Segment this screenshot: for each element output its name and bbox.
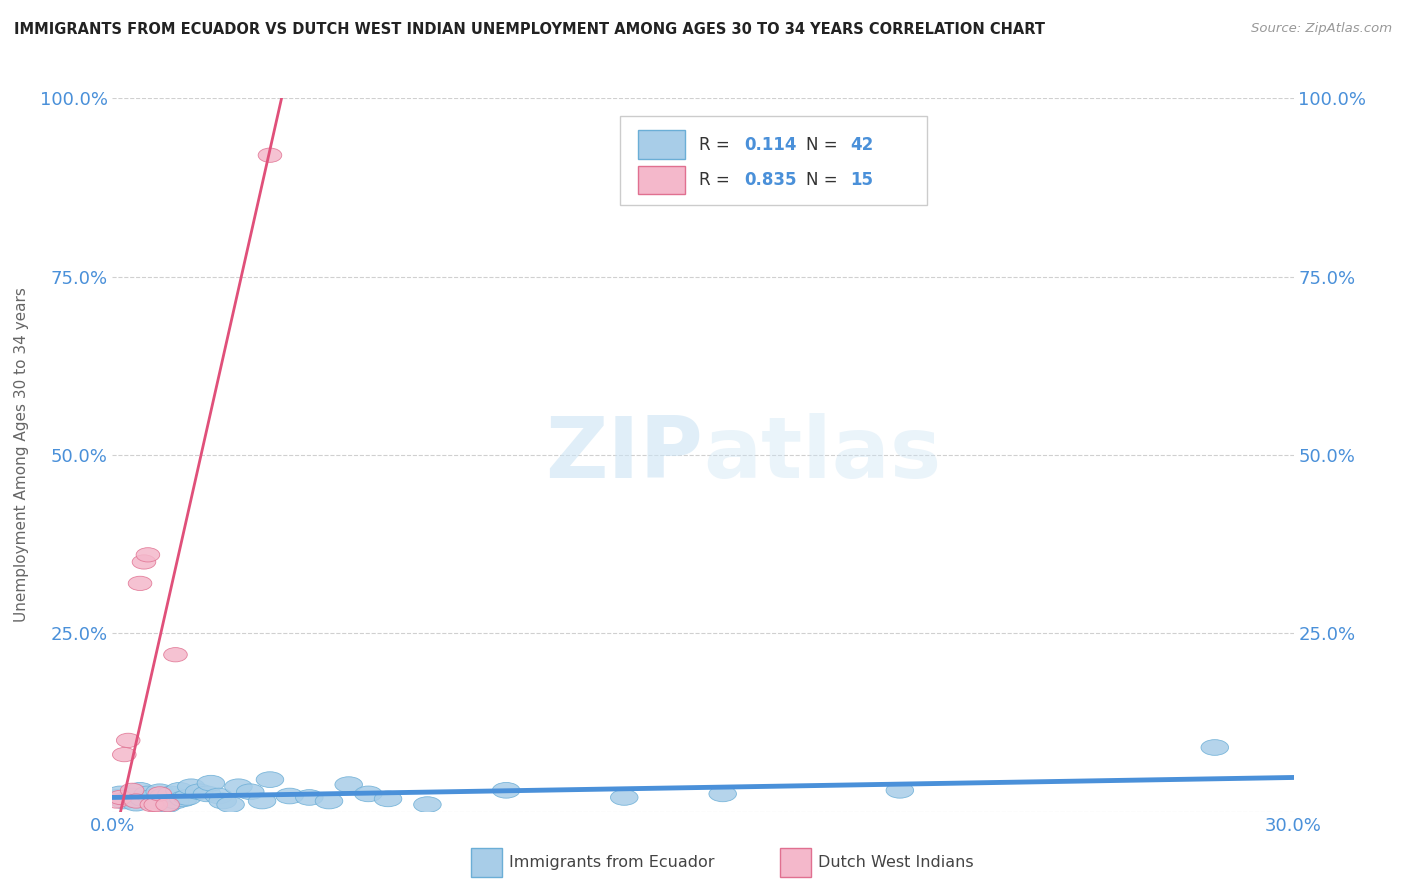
Ellipse shape (118, 789, 146, 804)
Ellipse shape (114, 791, 142, 806)
Ellipse shape (146, 784, 173, 799)
Y-axis label: Unemployment Among Ages 30 to 34 years: Unemployment Among Ages 30 to 34 years (14, 287, 28, 623)
Ellipse shape (413, 797, 441, 813)
Ellipse shape (276, 789, 304, 804)
Ellipse shape (122, 796, 150, 811)
FancyBboxPatch shape (620, 116, 928, 205)
Ellipse shape (136, 548, 160, 562)
Text: ZIP: ZIP (546, 413, 703, 497)
Ellipse shape (107, 786, 134, 802)
Ellipse shape (225, 779, 252, 795)
Ellipse shape (143, 797, 167, 812)
Ellipse shape (610, 789, 638, 805)
Ellipse shape (112, 747, 136, 762)
Ellipse shape (150, 789, 177, 804)
Ellipse shape (209, 793, 236, 809)
Text: R =: R = (699, 136, 735, 153)
Ellipse shape (127, 782, 153, 798)
Ellipse shape (354, 786, 382, 802)
Text: N =: N = (806, 136, 842, 153)
Ellipse shape (295, 789, 323, 805)
Ellipse shape (163, 648, 187, 662)
Ellipse shape (492, 782, 520, 798)
Ellipse shape (141, 797, 163, 812)
FancyBboxPatch shape (638, 130, 685, 159)
Ellipse shape (131, 791, 157, 806)
Ellipse shape (166, 782, 193, 798)
Ellipse shape (124, 794, 148, 808)
Ellipse shape (193, 786, 221, 802)
Ellipse shape (256, 772, 284, 788)
Ellipse shape (217, 797, 245, 813)
Text: IMMIGRANTS FROM ECUADOR VS DUTCH WEST INDIAN UNEMPLOYMENT AMONG AGES 30 TO 34 YE: IMMIGRANTS FROM ECUADOR VS DUTCH WEST IN… (14, 22, 1045, 37)
Ellipse shape (205, 789, 232, 804)
Ellipse shape (197, 775, 225, 791)
Ellipse shape (1201, 739, 1229, 756)
Ellipse shape (153, 797, 181, 813)
Text: Source: ZipAtlas.com: Source: ZipAtlas.com (1251, 22, 1392, 36)
Ellipse shape (170, 791, 197, 806)
Text: Immigrants from Ecuador: Immigrants from Ecuador (509, 855, 714, 870)
Ellipse shape (315, 793, 343, 809)
Ellipse shape (156, 797, 180, 812)
Ellipse shape (132, 555, 156, 569)
Text: 0.114: 0.114 (744, 136, 797, 153)
Ellipse shape (111, 793, 138, 809)
Ellipse shape (128, 576, 152, 591)
Text: 42: 42 (851, 136, 875, 153)
FancyBboxPatch shape (638, 166, 685, 194)
Ellipse shape (173, 789, 201, 805)
Ellipse shape (335, 777, 363, 792)
Ellipse shape (104, 794, 128, 808)
Ellipse shape (138, 789, 166, 805)
Ellipse shape (177, 779, 205, 795)
Ellipse shape (374, 791, 402, 806)
Text: R =: R = (699, 171, 735, 189)
Ellipse shape (709, 786, 737, 802)
Text: N =: N = (806, 171, 842, 189)
Ellipse shape (886, 782, 914, 798)
Ellipse shape (259, 148, 281, 162)
Text: Dutch West Indians: Dutch West Indians (818, 855, 974, 870)
Ellipse shape (108, 790, 132, 805)
Ellipse shape (249, 793, 276, 809)
Text: 15: 15 (851, 171, 873, 189)
Ellipse shape (134, 786, 162, 802)
Text: 0.835: 0.835 (744, 171, 797, 189)
Ellipse shape (162, 793, 190, 809)
Ellipse shape (121, 783, 143, 797)
Text: atlas: atlas (703, 413, 941, 497)
Ellipse shape (117, 733, 141, 747)
Ellipse shape (142, 793, 170, 809)
Ellipse shape (103, 789, 131, 805)
Ellipse shape (157, 786, 186, 802)
Ellipse shape (148, 787, 172, 801)
Ellipse shape (186, 784, 212, 799)
Ellipse shape (236, 784, 264, 799)
